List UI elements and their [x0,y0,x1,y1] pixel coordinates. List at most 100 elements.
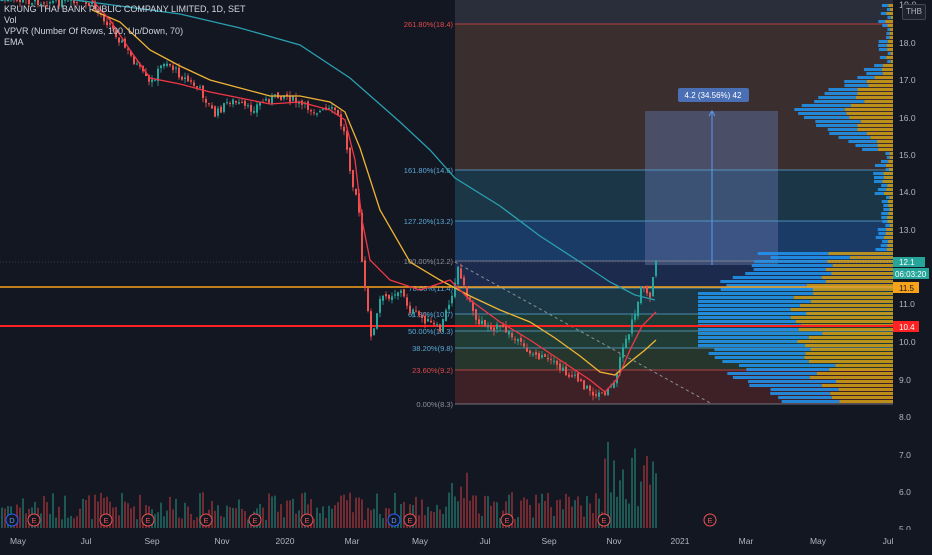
vp-bar-down [890,28,893,31]
currency-button[interactable]: THB [902,4,926,20]
indicator-vol[interactable]: Vol [4,15,246,26]
vp-bar-down [830,392,893,395]
symbol-title[interactable]: KRUNG THAI BANK PUBLIC COMPANY LIMITED, … [4,4,246,15]
volume-bar [277,512,279,528]
volume-bar [595,493,597,528]
vp-bar-down [811,300,893,303]
vp-bar-down [890,36,893,39]
candle-body [154,80,156,81]
candle-body [160,65,162,68]
level-red-label: 10.4 [899,323,915,332]
vp-bar-down [884,236,893,239]
volume-bar [583,517,585,528]
candle-body [430,321,432,323]
vp-bar-up [794,108,844,111]
volume-bar [634,448,636,528]
vp-bar-down [822,384,893,387]
volume-bar [64,496,66,528]
vp-bar-down [810,348,893,351]
vp-bar-up [828,128,858,131]
time-tick: Mar [345,536,360,546]
volume-bar [550,507,552,528]
vp-bar-up [825,92,858,95]
vp-bar-up [886,36,889,39]
volume-bar [421,499,423,528]
volume-bar [322,506,324,528]
vp-bar-up [754,268,826,271]
event-marker-label: D [391,516,397,525]
volume-bar [538,503,540,528]
volume-bar [118,515,120,528]
volume-bar [115,507,117,528]
candle-body [235,101,237,103]
candle-body [481,321,483,324]
vp-bar-up [886,168,889,171]
volume-bar [67,518,69,528]
volume-bar [241,509,243,528]
indicator-vpvr[interactable]: VPVR (Number Of Rows, 100, Up/Down, 70) [4,26,246,37]
vp-bar-down [888,200,893,203]
candle-body [391,296,393,300]
volume-bar [187,506,189,528]
vp-bar-up [881,244,888,247]
candle-body [424,316,426,323]
vp-bar-up [862,148,878,151]
vp-bar-up [714,348,810,351]
volume-bar [613,460,615,528]
vp-bar-up [746,368,829,371]
volume-bar [547,493,549,528]
vp-bar-up [814,100,864,103]
candle-body [169,64,171,66]
candle-body [277,92,279,98]
volume-bar [127,503,129,528]
vp-bar-down [827,260,893,263]
vp-bar-up [887,8,890,11]
candle-body [400,291,402,293]
volume-bar [376,494,378,528]
volume-bar [493,502,495,528]
candle-body [499,326,501,327]
candle-body [493,327,495,331]
volume-bar [112,508,114,528]
fib-label: 261.80%(18.4) [404,20,454,29]
vp-bar-down [791,316,893,319]
candle-body [427,319,429,322]
vp-bar-up [879,40,888,43]
volume-bar [244,511,246,528]
vp-bar-up [733,376,810,379]
vp-bar-down [889,196,893,199]
volume-bar [553,516,555,528]
vp-bar-down [887,244,893,247]
vp-bar-up [698,292,813,295]
volume-bar [655,473,657,528]
candle-body [271,96,273,104]
candle-body [388,295,390,299]
candle-body [226,102,228,103]
vp-bar-up [771,256,850,259]
vp-bar-down [888,4,893,7]
volume-bar [457,501,459,528]
candle-body [553,361,555,362]
volume-bar [355,498,357,528]
volume-bar [190,514,192,528]
volume-bar [370,510,372,528]
volume-bar [532,518,534,528]
volume-bar [25,513,27,528]
volume-bar [625,499,627,528]
indicator-ema[interactable]: EMA [4,37,246,48]
volume-bar [343,495,345,528]
time-axis[interactable] [0,530,932,550]
vp-bar-up [802,104,851,107]
candle-body [403,289,405,296]
candle-body [190,80,192,81]
vp-bar-down [822,276,893,279]
volume-bar [55,517,57,528]
candle-body [445,310,447,321]
volume-bar [124,502,126,528]
candle-body [640,287,642,304]
candle-body [559,364,561,370]
candle-body [529,350,531,353]
vp-bar-down [805,344,893,347]
